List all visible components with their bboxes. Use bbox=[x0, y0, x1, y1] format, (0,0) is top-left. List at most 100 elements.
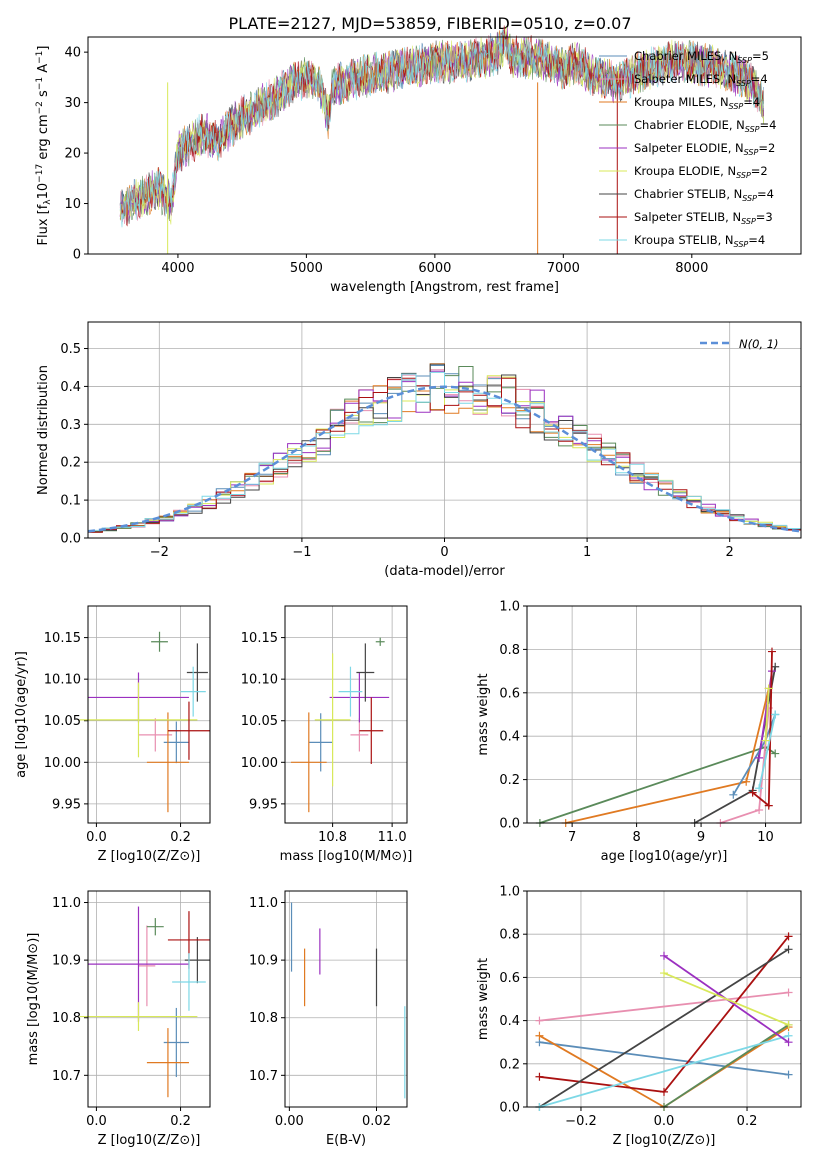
panel-residual-histogram: −2 −1 0 1 2 0.0 0.1 0.2 0.3 0.4 0.5 N(0, 1) (data-mo… bbox=[36, 321, 802, 579]
mass-weight-marker bbox=[767, 647, 776, 656]
y-tick-label: 0.5 bbox=[60, 342, 81, 357]
figure-title: PLATE=2127, MJD=53859, FIBERID=0510, z=0… bbox=[228, 14, 631, 33]
error-bar-point bbox=[146, 918, 164, 936]
y-tick-label: 10.05 bbox=[44, 714, 81, 729]
mass-weight-series-line bbox=[764, 688, 770, 741]
legend-entry: Kroupa STELIB, NSSP=4 bbox=[634, 233, 765, 249]
y-tick-label: 10.00 bbox=[44, 756, 81, 771]
y-tick-label: 10.8 bbox=[249, 1011, 278, 1026]
mass-weight-marker bbox=[755, 753, 764, 762]
y-tick-label: 0.2 bbox=[60, 456, 81, 471]
y-tick-label: 10 bbox=[64, 197, 81, 212]
x-tick-label: 0.2 bbox=[737, 1114, 758, 1129]
x-tick-label: 2 bbox=[726, 545, 734, 560]
legend-entry: Salpeter MILES, NSSP=4 bbox=[634, 72, 768, 88]
error-bar-point bbox=[146, 712, 189, 813]
x-axis-label: age [log10(age/yr)] bbox=[601, 849, 728, 864]
spectrum-series-line bbox=[119, 26, 764, 225]
axes-frame bbox=[87, 890, 211, 1108]
x-tick-label: 0.2 bbox=[170, 830, 191, 845]
panel-mass-weight-vs-age: 7 8 9 10 0.0 0.2 0.4 0.6 0.8 1.0 age [log10(age/yr… bbox=[476, 600, 802, 864]
y-tick-label: 10.7 bbox=[52, 1069, 81, 1084]
mass-weight-marker bbox=[729, 790, 738, 799]
y-tick-label: 1.0 bbox=[499, 885, 520, 900]
y-tick-label: 0.0 bbox=[60, 532, 81, 547]
mass-weight-marker bbox=[748, 788, 757, 797]
mass-weight-series-line bbox=[539, 1041, 789, 1076]
gaussian-curve bbox=[87, 385, 802, 533]
error-bar-point bbox=[338, 666, 363, 717]
mass-weight-series-line bbox=[539, 991, 789, 1022]
legend-entry: Chabrier STELIB, NSSP=4 bbox=[634, 187, 774, 203]
error-bar-point bbox=[314, 653, 351, 787]
y-tick-label: 10.7 bbox=[249, 1069, 278, 1084]
error-bar-point bbox=[350, 718, 369, 752]
mass-weight-marker bbox=[784, 988, 793, 997]
axes-frame bbox=[284, 890, 408, 1108]
y-tick-label: 30 bbox=[64, 96, 81, 111]
error-bar-point bbox=[356, 643, 375, 702]
x-tick-label: 9 bbox=[697, 830, 705, 845]
y-tick-label: 10.00 bbox=[241, 756, 278, 771]
error-bar-point bbox=[146, 1028, 189, 1098]
y-tick-label: 11.0 bbox=[52, 896, 81, 911]
panel-age-vs-mass: 10.8 11.0 9.95 10.00 10.05 10.10 10.15 mass [lo… bbox=[241, 605, 412, 864]
y-tick-label: 0.2 bbox=[499, 1057, 520, 1072]
y-tick-label: 0.1 bbox=[60, 494, 81, 509]
y-tick-label: 1.0 bbox=[499, 600, 520, 615]
mass-weight-series-line bbox=[539, 1034, 789, 1108]
y-tick-label: 0.8 bbox=[499, 928, 520, 943]
x-axis-label: Z [log10(Z/Z⊙)] bbox=[98, 849, 201, 864]
plot-area bbox=[87, 363, 802, 533]
x-tick-label: 8 bbox=[632, 830, 640, 845]
histogram-series-step bbox=[88, 377, 801, 533]
x-tick-label: 0.0 bbox=[86, 830, 107, 845]
y-tick-label: 0.8 bbox=[499, 643, 520, 658]
mass-weight-series-line bbox=[758, 714, 777, 789]
mass-weight-marker bbox=[764, 801, 773, 810]
x-axis-label: (data-model)/error bbox=[384, 564, 505, 579]
histogram-series-step bbox=[88, 375, 801, 532]
y-tick-label: 0.0 bbox=[499, 1101, 520, 1116]
axes-frame bbox=[87, 36, 802, 255]
mass-weight-marker bbox=[764, 684, 773, 693]
axes-frame bbox=[526, 890, 802, 1108]
x-tick-label: 4000 bbox=[161, 261, 194, 276]
y-axis-label: mass weight bbox=[476, 958, 491, 1040]
x-tick-label: 7000 bbox=[547, 261, 580, 276]
mass-weight-series-line bbox=[758, 670, 773, 759]
error-bar-point bbox=[375, 637, 385, 646]
plot-area bbox=[79, 631, 210, 813]
plot-area bbox=[79, 906, 210, 1098]
error-bar-point bbox=[172, 953, 206, 1011]
mass-weight-marker bbox=[660, 951, 668, 960]
mass-weight-marker bbox=[535, 1031, 544, 1040]
error-bar-point bbox=[79, 1002, 198, 1031]
error-bar-point bbox=[167, 701, 210, 760]
error-bar-point bbox=[329, 672, 390, 723]
x-axis-label: E(B-V) bbox=[326, 1133, 366, 1148]
x-tick-label: 0.00 bbox=[275, 1114, 304, 1129]
y-axis-label: age [log10(age/yr)] bbox=[14, 651, 29, 778]
y-tick-label: 0.4 bbox=[60, 380, 81, 395]
error-bar-point bbox=[138, 925, 156, 1007]
plot-area bbox=[290, 637, 390, 813]
x-axis-label: Z [log10(Z/Z⊙)] bbox=[613, 1133, 716, 1148]
x-tick-label: 10.8 bbox=[318, 830, 347, 845]
panel-mass-weight-vs-z: −0.2 0.0 0.2 0.0 0.2 0.4 0.6 0.8 1.0 Z [log10(Z/Z… bbox=[476, 885, 802, 1148]
x-tick-label: 6000 bbox=[418, 261, 451, 276]
x-tick-label: 7 bbox=[568, 830, 576, 845]
x-axis-label: wavelength [Angstrom, rest frame] bbox=[330, 280, 559, 295]
y-tick-label: 10.15 bbox=[241, 631, 278, 646]
y-tick-label: 9.95 bbox=[249, 797, 278, 812]
x-tick-label: 0.2 bbox=[170, 1114, 191, 1129]
error-bar-point bbox=[359, 697, 384, 764]
y-tick-label: 20 bbox=[64, 147, 81, 162]
mass-weight-marker bbox=[771, 710, 780, 719]
mass-weight-marker bbox=[784, 945, 793, 954]
y-tick-label: 0.4 bbox=[499, 730, 520, 745]
y-tick-label: 10.8 bbox=[52, 1011, 81, 1026]
legend-entry: Kroupa MILES, NSSP=4 bbox=[634, 95, 760, 111]
mass-weight-marker bbox=[784, 932, 793, 941]
